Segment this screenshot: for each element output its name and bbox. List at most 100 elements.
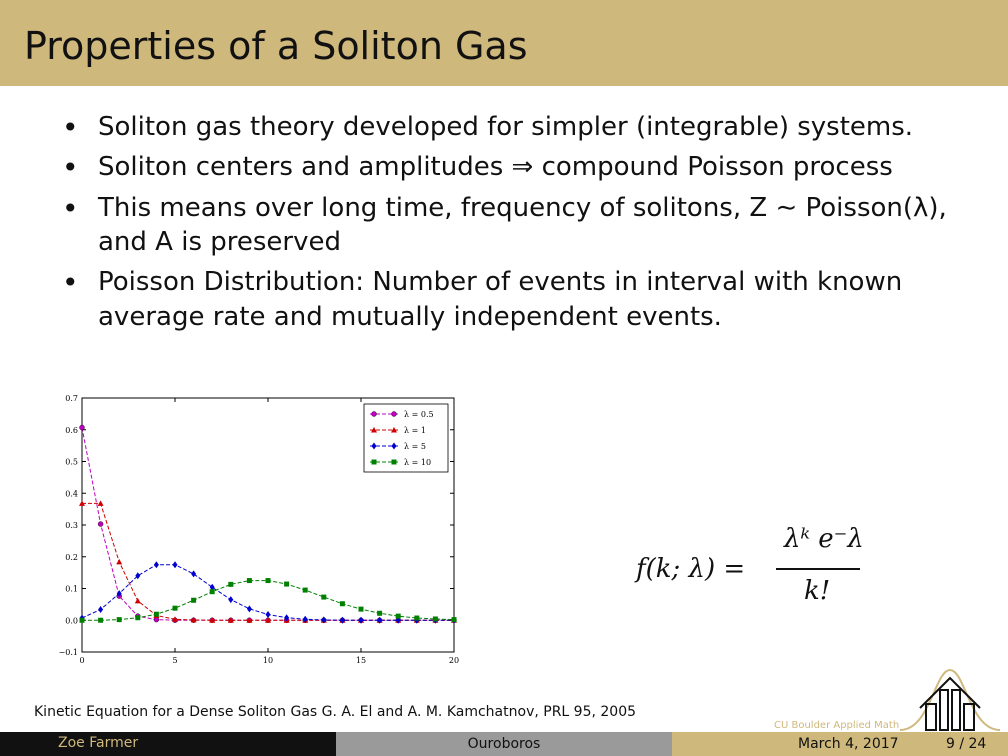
- legend-marker: [371, 411, 377, 417]
- footer-date: March 4, 2017: [798, 736, 899, 752]
- data-point: [377, 610, 383, 616]
- poisson-chart: −0.1 0.0 0.1 0.2 0.3 0.4 0.5 0.6 0.7 0 5 10 15 20 λ = …: [59, 394, 460, 665]
- bullet-item: • Poisson Distribution: Number of events…: [62, 265, 982, 334]
- data-point: [153, 611, 159, 617]
- data-point: [432, 616, 438, 622]
- y-tick-label: 0.2: [65, 553, 78, 562]
- data-point: [339, 601, 345, 607]
- data-point: [246, 605, 252, 613]
- data-point: [339, 616, 345, 624]
- bullet-item: • Soliton gas theory developed for simpl…: [62, 110, 982, 144]
- bullet-text: Poisson Distribution: Number of events i…: [98, 267, 903, 332]
- legend-label: λ = 1: [404, 426, 426, 435]
- y-tick-label: 0.3: [65, 521, 78, 530]
- data-point: [134, 597, 141, 604]
- data-point: [79, 424, 85, 431]
- data-point: [284, 614, 290, 622]
- title-bar: Properties of a Soliton Gas: [0, 0, 1008, 86]
- data-point: [302, 587, 308, 593]
- x-tick-label: 5: [172, 656, 177, 665]
- data-point: [209, 589, 215, 595]
- data-point: [79, 617, 85, 623]
- footer-date-section: March 4, 2017 9 / 24: [672, 732, 1008, 756]
- bullet-text: Soliton gas theory developed for simpler…: [98, 112, 914, 142]
- data-point: [451, 617, 457, 623]
- data-point: [209, 583, 215, 591]
- bullet-text: Soliton centers and amplitudes ⇒ compoun…: [98, 152, 893, 183]
- data-point: [97, 521, 104, 527]
- data-point: [265, 578, 271, 584]
- bullet-item: • This means over long time, frequency o…: [62, 191, 982, 260]
- legend-marker: [391, 459, 397, 465]
- y-tick-label: 0.4: [65, 489, 78, 498]
- x-tick-label: 0: [79, 656, 84, 665]
- data-point: [377, 616, 383, 624]
- data-point: [227, 617, 234, 623]
- data-point: [358, 606, 364, 612]
- legend-marker: [371, 442, 377, 450]
- data-point: [191, 570, 197, 578]
- x-tick-label: 20: [449, 656, 459, 665]
- data-point: [246, 578, 252, 584]
- footer-page-number: 9 / 24: [946, 736, 987, 752]
- data-point: [358, 616, 364, 624]
- bullet-dot: •: [62, 151, 79, 185]
- y-tick-label: −0.1: [59, 648, 78, 657]
- data-point: [116, 617, 122, 623]
- data-point: [79, 500, 85, 506]
- y-tick-label: 0.6: [65, 426, 78, 435]
- data-point: [135, 615, 141, 621]
- bullet-text: This means over long time, frequency of …: [98, 192, 947, 257]
- logo-text: CU Boulder Applied Math: [774, 720, 900, 731]
- data-point: [98, 617, 104, 623]
- data-point: [135, 572, 141, 580]
- legend-label: λ = 10: [404, 458, 431, 467]
- formula-fraction-bar: [776, 568, 860, 570]
- footer-talk-title: Ouroboros: [336, 732, 672, 756]
- data-point: [321, 616, 327, 624]
- x-tick-label: 15: [356, 656, 366, 665]
- legend-marker: [391, 427, 397, 433]
- bullet-dot: •: [62, 266, 79, 300]
- data-point: [172, 616, 178, 622]
- data-point: [190, 616, 197, 623]
- data-point: [284, 581, 290, 587]
- data-point: [321, 594, 327, 600]
- bullet-dot: •: [62, 111, 79, 144]
- bullet-list: • Soliton gas theory developed for simpl…: [62, 110, 982, 340]
- footer-author: Zoe Farmer: [58, 735, 139, 751]
- data-point: [414, 615, 420, 621]
- data-point: [265, 611, 271, 619]
- data-point: [265, 617, 271, 623]
- slide-title: Properties of a Soliton Gas: [24, 24, 528, 68]
- data-point: [209, 617, 216, 623]
- y-tick-label: 0.1: [65, 585, 78, 594]
- data-point: [116, 590, 122, 598]
- legend-label: λ = 0.5: [404, 410, 434, 419]
- data-point: [395, 613, 401, 619]
- legend-label: λ = 5: [404, 442, 426, 451]
- data-point: [246, 617, 253, 623]
- formula-denominator: k!: [804, 576, 831, 606]
- data-point: [98, 605, 104, 613]
- y-tick-label: 0.0: [65, 616, 78, 625]
- legend-marker: [371, 459, 377, 465]
- legend-marker: [371, 427, 377, 433]
- cu-boulder-logo-icon: [900, 668, 1000, 731]
- legend-marker: [391, 442, 397, 450]
- y-tick-label: 0.5: [65, 458, 78, 467]
- data-point: [191, 597, 197, 603]
- x-tick-label: 10: [263, 656, 273, 665]
- data-point: [228, 596, 234, 604]
- data-point: [97, 500, 104, 506]
- legend-box: [363, 403, 449, 473]
- data-point: [302, 615, 308, 623]
- data-point: [153, 561, 159, 569]
- data-point: [228, 581, 234, 587]
- bullet-item: • Soliton centers and amplitudes ⇒ compo…: [62, 150, 982, 184]
- data-point: [172, 605, 178, 611]
- formula-numerator: λᵏ e⁻λ: [784, 524, 864, 554]
- data-point: [172, 561, 178, 569]
- citation-caption: Kinetic Equation for a Dense Soliton Gas…: [34, 704, 637, 720]
- footer-author-section: Zoe Farmer: [0, 732, 336, 756]
